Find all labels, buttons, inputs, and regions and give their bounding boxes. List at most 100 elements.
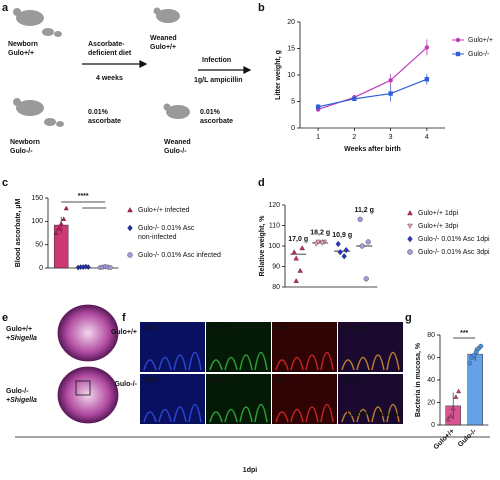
weight-label: 10,9 g bbox=[332, 232, 352, 239]
data-point bbox=[456, 388, 462, 394]
tissue-structure bbox=[239, 406, 253, 423]
x-tick-label: 3 bbox=[389, 134, 393, 141]
panel-label: a bbox=[2, 2, 9, 14]
tissue-structure bbox=[188, 351, 202, 371]
data-point bbox=[445, 416, 451, 422]
significance: *** bbox=[460, 330, 468, 337]
label: ascorbate bbox=[200, 118, 233, 125]
y-tick-label: 0 bbox=[431, 422, 435, 429]
data-point bbox=[293, 278, 299, 283]
y-axis-title: Relative weight, % bbox=[259, 215, 266, 277]
y-tick-label: 60 bbox=[427, 354, 435, 361]
mucosa-label: Mucosa bbox=[375, 411, 401, 418]
label: 0.01% bbox=[200, 109, 221, 116]
y-tick-label: 15 bbox=[287, 45, 295, 52]
channel-label: DNA bbox=[143, 377, 158, 384]
data-point bbox=[341, 253, 347, 260]
y-tick-label: 20 bbox=[287, 19, 295, 26]
micrograph bbox=[338, 374, 403, 424]
marker bbox=[388, 91, 393, 96]
y-tick-label: 150 bbox=[31, 195, 43, 202]
tissue-structure bbox=[209, 359, 223, 371]
label: 0.01% bbox=[88, 109, 109, 116]
label: Weaned bbox=[150, 35, 177, 42]
channel-label: Actin bbox=[275, 325, 291, 332]
data-point bbox=[473, 349, 479, 355]
x-tick-label: 4 bbox=[425, 134, 429, 141]
x-tick-label: Gulo-/- bbox=[457, 427, 478, 448]
legend-label: Gulo-/- 0.01% Asc infected bbox=[138, 252, 221, 259]
y-tick-label: 0 bbox=[39, 265, 43, 272]
channel-label: Merged bbox=[341, 325, 365, 332]
channel-label: Merged bbox=[341, 377, 365, 384]
legend-marker bbox=[407, 223, 413, 229]
label: 1g/L ampicillin bbox=[194, 77, 243, 84]
data-point bbox=[315, 239, 321, 245]
legend-marker bbox=[127, 252, 133, 258]
tissue-structure bbox=[341, 411, 355, 423]
x-tick-label: 1 bbox=[316, 134, 320, 141]
y-tick-label: 40 bbox=[427, 377, 435, 384]
tissue-structure bbox=[143, 359, 157, 371]
x-tick-label: Gulo+/+ bbox=[433, 428, 456, 451]
panel-label: b bbox=[258, 2, 265, 14]
y-tick-label: 0 bbox=[291, 125, 295, 132]
tissue-structure bbox=[239, 354, 253, 371]
panel-label: f bbox=[122, 312, 126, 324]
y-tick-label: 120 bbox=[268, 202, 280, 209]
tissue-structure bbox=[320, 351, 334, 371]
mouse-icons bbox=[13, 7, 190, 127]
marker bbox=[352, 96, 357, 102]
label: ascorbate bbox=[88, 118, 121, 125]
legend-label: Gulo+/+ infected bbox=[138, 207, 189, 214]
micrograph bbox=[272, 322, 337, 372]
tissue-structure bbox=[158, 356, 172, 371]
weight-label: 18,2 g bbox=[310, 230, 330, 237]
legend-label: Gulo-/- 0.01% Asc 1dpi bbox=[418, 236, 490, 243]
legend-label: Gulo-/- 0.01% Asc bbox=[138, 225, 195, 232]
y-tick-label: 5 bbox=[291, 98, 295, 105]
data-point bbox=[365, 239, 371, 245]
legend-label: non-infected bbox=[138, 234, 177, 241]
y-tick-label: 50 bbox=[35, 242, 43, 249]
tissue-structure bbox=[386, 351, 400, 371]
micrograph bbox=[338, 322, 403, 372]
legend-marker bbox=[407, 249, 413, 255]
data-point bbox=[335, 240, 341, 248]
data-point bbox=[58, 221, 64, 226]
label: Weaned bbox=[164, 139, 191, 146]
label: Gulo-/- bbox=[164, 148, 187, 155]
tissue-structure bbox=[158, 408, 172, 423]
tissue-structure bbox=[371, 354, 385, 371]
data-point bbox=[299, 245, 305, 251]
tissue-structure bbox=[341, 359, 355, 371]
channel-label: DNA bbox=[143, 325, 158, 332]
legend-label: Gulo-/- bbox=[468, 51, 490, 58]
data-point bbox=[357, 216, 363, 222]
tissue-structure bbox=[386, 403, 400, 423]
row-label: +Shigella bbox=[6, 335, 37, 342]
legend-marker bbox=[127, 207, 133, 213]
tissue-structure bbox=[320, 403, 334, 423]
y-tick-label: 10 bbox=[287, 72, 295, 79]
footer-label: 1dpi bbox=[243, 467, 257, 474]
x-tick-label: 2 bbox=[352, 134, 356, 141]
panel-label: g bbox=[405, 312, 412, 324]
zoom-box bbox=[75, 380, 91, 396]
label: Gulo+/+ bbox=[8, 50, 34, 57]
row-label: Gulo-/- bbox=[114, 381, 137, 388]
data-point bbox=[291, 249, 297, 255]
tissue-structure bbox=[290, 356, 304, 371]
row-label: Gulo+/+ bbox=[111, 329, 137, 336]
tissue-structure bbox=[224, 356, 238, 371]
series-line bbox=[317, 46, 428, 111]
micrograph bbox=[272, 374, 337, 424]
tissue-structure bbox=[143, 411, 157, 423]
tissue-structure bbox=[173, 406, 187, 423]
panel-label: e bbox=[2, 312, 8, 324]
tissue-structure bbox=[209, 411, 223, 423]
tissue-structure bbox=[188, 403, 202, 423]
y-tick-label: 110 bbox=[269, 222, 280, 229]
marker bbox=[424, 77, 430, 82]
